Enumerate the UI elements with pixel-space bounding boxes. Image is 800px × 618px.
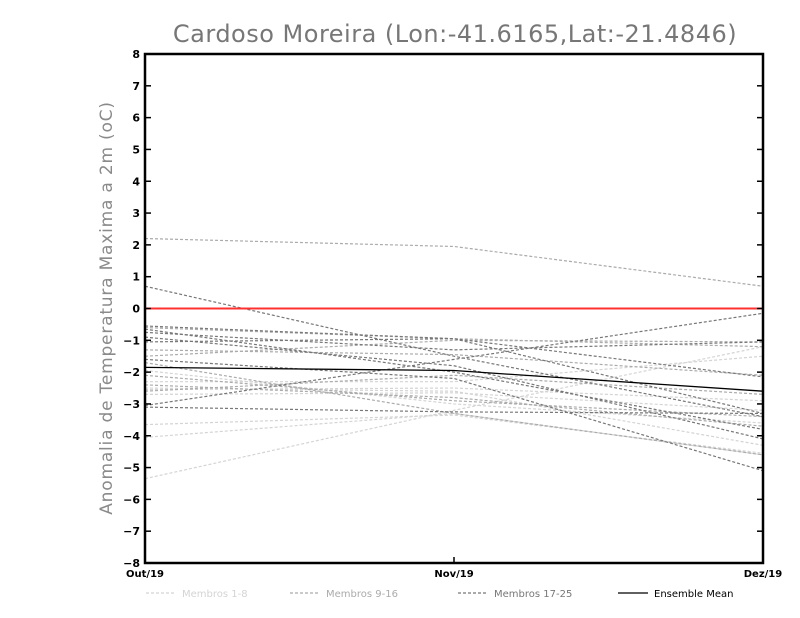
legend-label: Membros 9-16	[326, 589, 398, 600]
series-line-group1-member6	[144, 392, 764, 411]
y-tick-label: −8	[123, 557, 140, 570]
y-tick-label: −2	[123, 366, 140, 379]
legend-label: Ensemble Mean	[654, 589, 733, 600]
y-tick-label: 4	[132, 175, 140, 188]
member-lines	[144, 237, 764, 480]
y-tick-label: −3	[123, 398, 140, 411]
y-tick-label: −5	[123, 462, 140, 475]
chart-title: Cardoso Moreira (Lon:-41.6165,Lat:-21.48…	[173, 20, 737, 48]
series-line-group3-member8	[144, 336, 764, 440]
legend: Membros 1-8 Membros 9-16 Membros 17-25 Ense…	[146, 589, 733, 600]
series-line-group3-member9	[144, 358, 764, 472]
series-line-group1-member2	[144, 414, 764, 454]
y-tick-label: 6	[132, 112, 140, 125]
series-line-group3-member3	[144, 328, 764, 430]
y-tick-label: 3	[132, 207, 140, 220]
y-axis-label: Anomalia de Temperatura Maxima a 2m (oC)	[97, 101, 117, 515]
series-line-group3-member1	[144, 285, 764, 418]
series-line-group3-member2	[144, 325, 764, 378]
series-line-group3-member4	[144, 331, 764, 351]
y-tick-label: −6	[123, 493, 140, 506]
y-tick-label: 2	[132, 239, 140, 252]
y-axis-ticks: −8 −7 −6 −5 −4 −3 −2 −1 0 1 2 3 4 5 6 7 8	[123, 48, 763, 570]
x-tick-label: Dez/19	[744, 569, 783, 580]
series-line-group2-member2	[144, 384, 764, 427]
x-axis-ticks: Out/19 Nov/19 Dez/19	[126, 557, 782, 580]
ensemble-mean-line	[144, 366, 764, 392]
y-tick-label: −1	[123, 334, 140, 347]
series-line-group2-member4	[144, 361, 764, 456]
x-tick-label: Nov/19	[434, 569, 473, 580]
y-tick-label: 0	[132, 303, 140, 316]
y-tick-label: 1	[132, 271, 140, 284]
y-tick-label: −4	[123, 430, 140, 443]
series-line-group1-member3	[144, 412, 764, 456]
legend-label: Membros 1-8	[182, 589, 248, 600]
legend-label: Membros 17-25	[494, 589, 572, 600]
series-line-group2-member5	[144, 374, 764, 418]
x-tick-label: Out/19	[126, 569, 164, 580]
series-line-group3-member6	[144, 312, 764, 407]
y-tick-label: 7	[132, 80, 140, 93]
ensemble-mean-group	[144, 366, 764, 392]
series-line-group2-member1	[144, 237, 764, 287]
series-line-group3-member5	[144, 338, 764, 415]
series-line-group2-member3	[144, 339, 764, 357]
y-tick-label: −7	[123, 525, 140, 538]
series-line-group2-member6	[144, 349, 764, 376]
y-tick-label: 8	[132, 48, 140, 61]
series-line-group3-member7	[144, 406, 764, 415]
y-tick-label: 5	[132, 143, 140, 156]
